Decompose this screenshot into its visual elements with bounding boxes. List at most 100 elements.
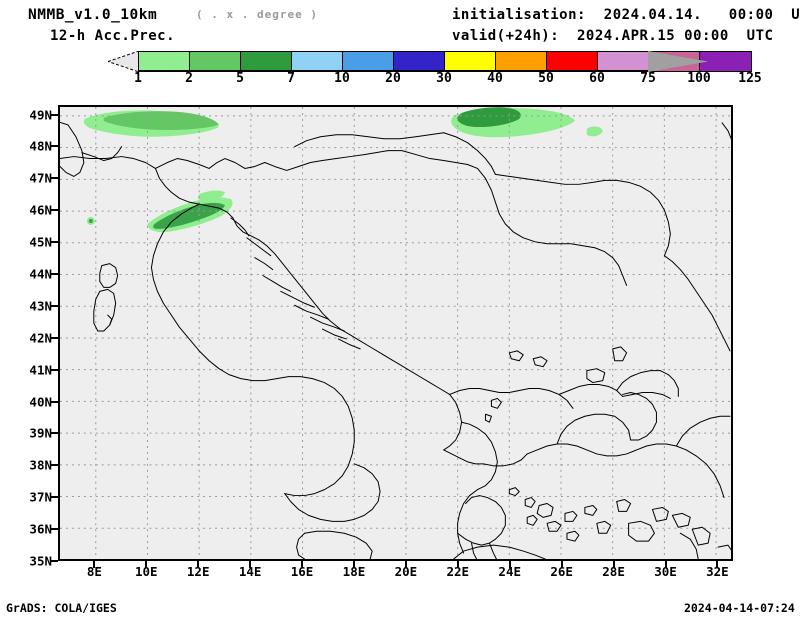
y-axis-tick-48N xyxy=(50,145,58,148)
colorbar-tick-10: 10 xyxy=(334,71,350,86)
footer-timestamp: 2024-04-14-07:24 xyxy=(684,601,795,615)
x-axis-tick-18E xyxy=(352,561,355,568)
colorbar-swatch-8 xyxy=(547,52,598,71)
colorbar-axis-line xyxy=(138,70,648,72)
colorbar-swatch-7 xyxy=(496,52,547,71)
x-axis-tick-12E xyxy=(197,561,200,568)
precip-area-alps-south-lobe xyxy=(198,190,226,202)
y-axis-tick-40N xyxy=(50,400,58,403)
colorbar: 1 2 5 7 10 20 30 40 50 60 75 100 125 xyxy=(0,47,800,87)
y-axis-tick-46N xyxy=(50,209,58,212)
precip-area-carpathian-l5 xyxy=(457,107,521,128)
colorbar-tick-1: 1 xyxy=(134,71,142,86)
colorbar-tick-125: 125 xyxy=(738,71,762,86)
colorbar-tick-7: 7 xyxy=(287,71,295,86)
y-axis-tick-42N xyxy=(50,336,58,339)
precip-blob-carpathian-east xyxy=(586,126,603,137)
y-axis-label-49N: 49N xyxy=(29,107,52,123)
x-axis-label-10E: 10E xyxy=(134,564,158,579)
map-plot-area[interactable] xyxy=(58,105,733,561)
precip-speck-nw-core xyxy=(88,219,93,223)
colorbar-low-arrow-icon xyxy=(108,51,139,72)
y-axis-tick-47N xyxy=(50,177,58,180)
colorbar-swatch-9 xyxy=(598,52,649,71)
colorbar-swatch-6 xyxy=(445,52,496,71)
x-axis-label-32E: 32E xyxy=(706,564,729,579)
colorbar-tick-30: 30 xyxy=(436,71,452,86)
map-canvas xyxy=(60,107,731,559)
x-axis-tick-32E xyxy=(716,561,719,568)
x-axis-tick-10E xyxy=(145,561,148,568)
y-axis-tick-39N xyxy=(50,432,58,435)
y-axis-tick-45N xyxy=(50,241,58,244)
colorbar-tick-40: 40 xyxy=(487,71,503,86)
colorbar-swatch-11 xyxy=(700,52,751,71)
x-axis-label-12E: 12E xyxy=(186,564,210,579)
colorbar-tick-50: 50 xyxy=(538,71,554,86)
y-axis-label-35N: 35N xyxy=(29,553,52,569)
y-axis-tick-43N xyxy=(50,304,58,307)
colorbar-high-arrow-icon xyxy=(648,51,708,72)
colorbar-tick-100: 100 xyxy=(687,71,711,86)
y-axis-tick-38N xyxy=(50,464,58,467)
colorbar-swatch-0 xyxy=(139,52,190,71)
x-axis-tick-16E xyxy=(301,561,304,568)
y-axis-label-44N: 44N xyxy=(29,266,52,282)
colorbar-tick-5: 5 xyxy=(236,71,244,86)
y-axis-label-42N: 42N xyxy=(29,330,52,346)
x-axis-tick-22E xyxy=(456,561,459,568)
coastline-layer xyxy=(60,121,731,559)
x-axis-label-26E: 26E xyxy=(550,564,573,579)
x-axis-label-20E: 20E xyxy=(394,564,418,579)
colorbar-swatch-1 xyxy=(190,52,241,71)
x-axis-tick-20E xyxy=(404,561,407,568)
valid-time: valid(+24h): 2024.APR.15 00:00 UTC xyxy=(452,28,774,44)
x-axis-tick-8E xyxy=(93,561,96,568)
y-axis-tick-37N xyxy=(50,496,58,499)
colorbar-tick-2: 2 xyxy=(185,71,193,86)
x-axis-label-14E: 14E xyxy=(238,564,262,579)
y-axis-tick-44N xyxy=(50,273,58,275)
x-axis-tick-30E xyxy=(664,561,667,568)
colorbar-swatch-3 xyxy=(292,52,343,71)
y-axis-label-47N: 47N xyxy=(29,170,52,186)
y-axis-label-46N: 46N xyxy=(29,202,52,218)
x-axis-label-28E: 28E xyxy=(602,564,625,579)
y-axis-tick-36N xyxy=(50,528,58,531)
y-axis-label-39N: 39N xyxy=(29,425,52,441)
y-axis-label-48N: 48N xyxy=(29,138,52,154)
field-title: 12-h Acc.Prec. xyxy=(50,28,176,44)
colorbar-tick-labels: 1 2 5 7 10 20 30 40 50 60 75 100 125 xyxy=(0,71,800,87)
x-axis-label-30E: 30E xyxy=(654,564,677,579)
y-axis-label-37N: 37N xyxy=(29,489,52,505)
model-units-note: ( . x . degree ) xyxy=(196,8,318,21)
x-axis-tick-14E xyxy=(249,561,252,568)
colorbar-tick-75: 75 xyxy=(640,71,656,86)
y-axis-label-45N: 45N xyxy=(29,234,52,250)
y-axis-label-43N: 43N xyxy=(29,298,52,314)
colorbar-swatch-4 xyxy=(343,52,394,71)
colorbar-swatch-2 xyxy=(241,52,292,71)
y-axis-tick-41N xyxy=(50,368,58,371)
x-axis-label-16E: 16E xyxy=(290,564,314,579)
x-axis-label-24E: 24E xyxy=(498,564,522,579)
initialisation-time: initialisation: 2024.04.14. 00:00 UTC xyxy=(452,7,800,23)
y-axis-tick-35N xyxy=(50,560,58,562)
x-axis-label-22E: 22E xyxy=(446,564,470,579)
y-axis-label-41N: 41N xyxy=(29,362,52,378)
footer-credit: GrADS: COLA/IGES xyxy=(6,601,117,615)
model-title: NMMB_v1.0_10km xyxy=(28,7,158,23)
x-axis-label-8E: 8E xyxy=(86,564,102,579)
x-axis-tick-24E xyxy=(508,561,511,568)
x-axis-label-18E: 18E xyxy=(342,564,366,579)
y-axis-label-36N: 36N xyxy=(29,521,52,537)
colorbar-swatch-5 xyxy=(394,52,445,71)
y-axis-tick-49N xyxy=(50,113,58,116)
y-axis-label-40N: 40N xyxy=(29,394,52,410)
x-axis-tick-26E xyxy=(560,561,563,568)
colorbar-tick-20: 20 xyxy=(385,71,401,86)
x-axis-tick-28E xyxy=(612,561,615,568)
map-background xyxy=(60,107,731,559)
y-axis-label-38N: 38N xyxy=(29,457,52,473)
graticule-grid xyxy=(60,107,731,559)
